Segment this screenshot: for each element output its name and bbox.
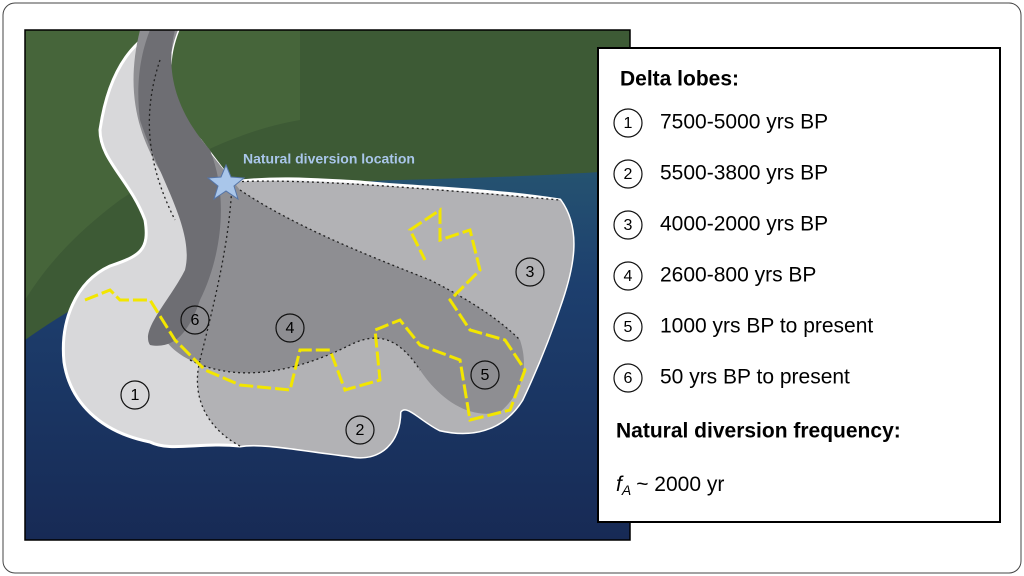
legend-marker [613, 363, 643, 393]
lobe-label: 2 [356, 422, 365, 439]
legend-text: 7500-5000 yrs BP [660, 111, 828, 134]
coastline [84, 207, 527, 422]
legend-text: 4000-2000 yrs BP [660, 213, 828, 236]
lobe-marker [470, 360, 500, 390]
legend-number: 5 [624, 319, 633, 336]
lobe-6 [138, 30, 221, 346]
lobe-label: 3 [526, 264, 535, 281]
lobe-marker [515, 257, 545, 287]
lobe-label: 5 [481, 367, 490, 384]
legend-text: 2600-800 yrs BP [660, 264, 816, 287]
legend-text: 1000 yrs BP to present [660, 315, 873, 338]
lobe-4-5 [133, 30, 524, 414]
legend-box [597, 47, 1001, 523]
legend-number: 6 [624, 370, 633, 387]
lobe-marker [180, 305, 210, 335]
legend-number: 4 [624, 268, 633, 285]
lobe-boundaries [148, 59, 561, 447]
legend-marker [613, 261, 643, 291]
legend-title: Delta lobes: [620, 68, 739, 91]
diversion-label: Natural diversion location [243, 151, 415, 167]
formula-subscript: A [621, 482, 631, 498]
legend-text: 50 yrs BP to present [660, 366, 850, 389]
legend-number: 2 [624, 166, 633, 183]
lobe-marker [275, 313, 305, 343]
lobe-label: 4 [286, 320, 295, 337]
formula-value: ~ 2000 yr [636, 473, 724, 496]
lobe-label: 6 [191, 312, 200, 329]
legend-number: 1 [624, 115, 633, 132]
formula: fA ~ 2000 yr [616, 473, 724, 498]
legend-marker [613, 108, 643, 138]
legend-marker [613, 159, 643, 189]
diversion-star [206, 163, 246, 201]
frequency-title: Natural diversion frequency: [616, 420, 901, 443]
legend-number: 3 [624, 217, 633, 234]
lobe-marker [120, 380, 150, 410]
legend-text: 5500-3800 yrs BP [660, 162, 828, 185]
legend-marker [613, 210, 643, 240]
lobe-marker [345, 415, 375, 445]
lobe-label: 1 [131, 387, 140, 404]
formula-symbol: f [616, 473, 624, 496]
map: Natural diversion location 1 2 3 4 5 6 [25, 30, 630, 540]
legend-marker [613, 312, 643, 342]
